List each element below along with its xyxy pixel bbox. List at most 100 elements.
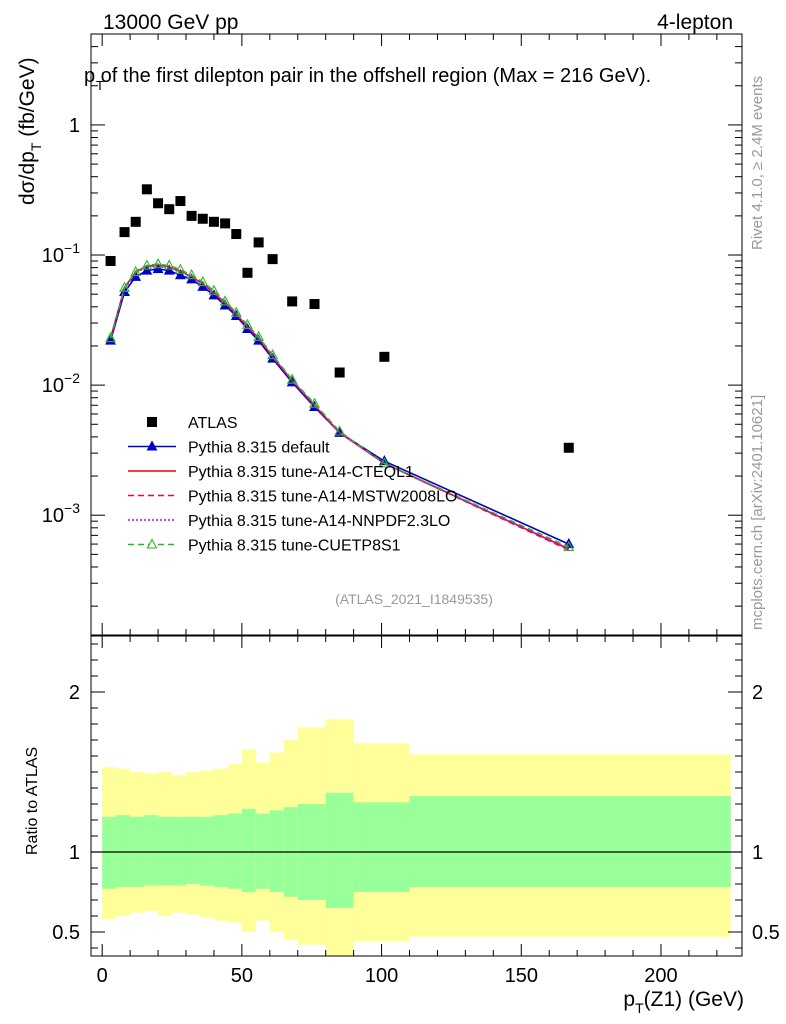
stat-uncertainty-band: [144, 815, 159, 886]
atlas-data-point: [105, 255, 116, 266]
atlas-data-point: [164, 204, 175, 215]
ratio-y-tick-label-left: 1: [69, 842, 80, 864]
series-marker: [186, 268, 197, 280]
atlas-data-point: [141, 184, 152, 195]
atlas-data-point: [242, 267, 253, 278]
atlas-data-point: [175, 196, 186, 207]
atlas-data-point: [334, 367, 345, 378]
series-marker: [163, 264, 175, 275]
ratio-panel-frame: [90, 635, 743, 957]
stat-uncertainty-band: [172, 816, 186, 886]
stat-uncertainty-band: [102, 816, 117, 889]
atlas-data-point: [119, 227, 130, 238]
stat-uncertainty-band: [227, 813, 242, 889]
legend-marker-square: [147, 417, 157, 427]
main-y-label-main: dσ/dp: [16, 151, 39, 205]
mcplots-label: mcplots.cern.ch [arXiv:2401.10621]: [749, 395, 766, 630]
channel-label: 4-lepton: [657, 11, 733, 34]
series-marker: [267, 348, 279, 360]
main-y-tick-label: 10−1: [42, 240, 80, 267]
x-axis-label: pT(Z1) (GeV): [623, 988, 744, 1016]
ratio-offscale-mark: [134, 959, 136, 973]
series-line: [109, 263, 570, 551]
atlas-data-point: [153, 198, 164, 209]
atlas-data-point: [253, 237, 264, 248]
legend-label: Pythia 8.315 default: [188, 440, 330, 457]
atlas-points-group: [105, 184, 574, 453]
x-tick-label: 100: [365, 965, 398, 987]
series-marker: [130, 265, 142, 277]
series-marker: [141, 264, 153, 275]
main-y-label-sub: T: [28, 142, 44, 151]
main-y-tick-label: 10−2: [42, 370, 80, 397]
series-marker: [174, 263, 186, 274]
main-panel-frame: [90, 33, 743, 636]
plot-title-sub: T: [96, 78, 104, 93]
legend-label: Pythia 8.315 tune-A14-NNPDF2.3LO: [188, 513, 450, 530]
stat-uncertainty-band: [241, 808, 256, 892]
series-marker: [219, 295, 231, 306]
ratio-lines: [91, 851, 742, 973]
stat-uncertainty-band: [185, 816, 200, 884]
main-y-tick-label: 1: [69, 115, 80, 137]
ratio-y-tick-label-right: 0.5: [752, 922, 780, 944]
x-tick-label: 200: [644, 965, 677, 987]
ratio-bands: [102, 719, 731, 956]
series-marker: [152, 262, 164, 274]
stat-uncertainty-band: [199, 816, 214, 886]
series-marker: [230, 306, 242, 317]
analysis-tag: (ATLAS_2021_I1849535): [335, 591, 493, 607]
legend: ATLAS Pythia 8.315 default Pythia 8.315 tu…: [128, 415, 457, 555]
series-marker: [141, 259, 153, 270]
atlas-data-point: [208, 216, 219, 227]
series-marker: [119, 281, 130, 292]
series-marker: [334, 425, 346, 436]
main-y-axis-label: dσ/dpT (fb/GeV): [16, 57, 44, 205]
ratio-y-tick-label-left: 2: [69, 682, 80, 704]
stat-uncertainty-band: [255, 813, 270, 889]
series-marker: [378, 457, 390, 468]
legend-label: Pythia 8.315 tune-CUETP8S1: [188, 538, 401, 555]
legend-label: Pythia 8.315 tune-A14-CTEQL1: [188, 464, 414, 481]
svg-text:pT(Z1) (GeV): pT(Z1) (GeV): [623, 988, 744, 1016]
atlas-data-point: [379, 351, 390, 362]
series-line: [109, 263, 570, 548]
ratio-y-tick-label-right: 1: [752, 842, 763, 864]
stat-uncertainty-band: [158, 816, 173, 886]
series-marker: [286, 373, 298, 384]
x-tick-label: 50: [231, 965, 253, 987]
atlas-data-point: [186, 210, 197, 221]
plot-title: p of the first dilepton pair in the offs…: [84, 65, 651, 87]
atlas-data-point: [197, 213, 208, 224]
stat-uncertainty-band: [213, 815, 228, 888]
atlas-data-point: [309, 299, 320, 310]
series-line: [109, 264, 570, 550]
legend-label: Pythia 8.315 tune-A14-MSTW2008LO: [188, 489, 457, 506]
atlas-data-point: [220, 218, 231, 229]
rivet-label: Rivet 4.1.0, ≥ 2.4M events: [749, 76, 766, 250]
atlas-data-point: [231, 229, 242, 240]
mc-series-group: [105, 258, 575, 552]
stat-uncertainty-band: [325, 792, 354, 908]
ratio-y-tick-label-left: 0.5: [52, 922, 80, 944]
stat-uncertainty-band: [353, 802, 410, 892]
x-label-rest: (Z1) (GeV): [644, 988, 744, 1011]
legend-label: ATLAS: [188, 415, 238, 432]
series-marker: [309, 397, 320, 408]
x-tick-label: 150: [505, 965, 538, 987]
atlas-data-point: [267, 254, 278, 265]
series-marker: [152, 258, 164, 269]
series-marker: [163, 259, 175, 270]
series-line: [109, 264, 570, 550]
stat-uncertainty-band: [269, 810, 284, 892]
series-marker: [208, 284, 220, 295]
series-marker: [197, 275, 209, 287]
series-marker: [563, 540, 575, 552]
ratio-y-axis-label: Ratio to ATLAS: [24, 747, 41, 855]
x-label-sub: T: [635, 1000, 644, 1016]
series-marker: [105, 331, 116, 343]
series-marker: [253, 330, 265, 341]
atlas-data-point: [287, 296, 298, 307]
stat-uncertainty-band: [409, 796, 731, 888]
